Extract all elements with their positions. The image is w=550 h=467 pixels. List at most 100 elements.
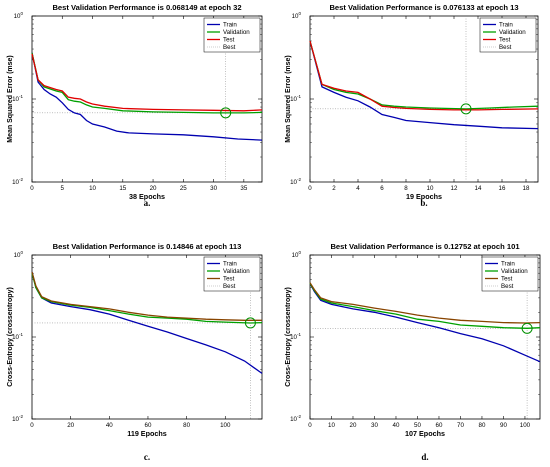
series-line-train <box>31 52 263 141</box>
legend-label-validation: Validation <box>499 29 526 36</box>
chart-title: Best Validation Performance is 0.068149 … <box>52 3 241 12</box>
x-tick-label: 10 <box>328 422 335 429</box>
x-tick-label: 70 <box>457 422 464 429</box>
y-tick-label: 10-1 <box>12 332 23 341</box>
x-tick-label: 100 <box>220 422 231 429</box>
best-marker <box>244 317 256 329</box>
x-tick-label: 60 <box>436 422 443 429</box>
series-line-validation <box>309 40 539 110</box>
x-tick-label: 6 <box>380 185 384 192</box>
y-tick-label: 10-1 <box>290 332 301 341</box>
x-axis-label: 107 Epochs <box>405 429 445 438</box>
x-tick-label: 20 <box>150 185 157 192</box>
x-tick-label: 80 <box>479 422 486 429</box>
x-tick-label: 12 <box>451 185 458 192</box>
y-tick-base: 10 <box>12 179 19 186</box>
x-tick-label: 25 <box>180 185 187 192</box>
series-line-train <box>309 283 541 363</box>
x-tick-label: 5 <box>61 185 65 192</box>
series-line-test <box>309 282 541 324</box>
y-tick-label: 10-2 <box>12 414 23 423</box>
legend-label-validation: Validation <box>501 268 528 275</box>
x-tick-label: 16 <box>499 185 506 192</box>
panel-letter: c. <box>144 452 150 462</box>
legend-box <box>203 17 261 53</box>
best-marker <box>521 322 533 334</box>
y-tick-base: 10 <box>14 252 21 259</box>
x-tick-label: 10 <box>427 185 434 192</box>
x-tick-label: 30 <box>210 185 217 192</box>
series-line-validation <box>309 283 541 329</box>
chart-panel-3: Best Validation Performance is 0.14846 a… <box>7 242 263 462</box>
x-tick-label: 4 <box>356 185 360 192</box>
x-tick-label: 80 <box>183 422 190 429</box>
legend-label-best: Best <box>501 283 514 290</box>
y-tick-exponent: -2 <box>19 177 23 182</box>
series-line-validation <box>31 273 263 324</box>
y-tick-exponent: -2 <box>19 414 23 419</box>
legend-label-best: Best <box>499 44 512 51</box>
best-marker <box>220 107 232 119</box>
x-tick-label: 10 <box>89 185 96 192</box>
legend-label-best: Best <box>223 44 236 51</box>
x-tick-label: 100 <box>520 422 531 429</box>
y-tick-base: 10 <box>292 252 299 259</box>
x-tick-label: 15 <box>119 185 126 192</box>
y-axis-label: Cross-Entropy (crossentropy) <box>7 287 14 387</box>
series-line-test <box>309 40 539 111</box>
legend-label-test: Test <box>499 37 511 44</box>
y-axis-label: Mean Squared Error (mse) <box>7 55 14 143</box>
y-tick-exponent: 0 <box>298 11 301 16</box>
chart-title: Best Validation Performance is 0.12752 a… <box>330 242 520 251</box>
x-tick-label: 35 <box>240 185 247 192</box>
x-axis-label: 19 Epochs <box>406 192 442 201</box>
legend-label-test: Test <box>223 276 235 283</box>
legend-label-test: Test <box>501 276 513 283</box>
y-tick-exponent: 0 <box>20 250 23 255</box>
y-tick-exponent: 0 <box>298 250 301 255</box>
y-tick-exponent: -2 <box>297 414 301 419</box>
series-line-test <box>31 53 263 112</box>
chart-panel-2: Best Validation Performance is 0.076133 … <box>285 3 539 208</box>
chart-panel-1: Best Validation Performance is 0.068149 … <box>7 3 263 208</box>
x-tick-label: 8 <box>404 185 408 192</box>
legend-box <box>481 256 539 292</box>
y-tick-exponent: -1 <box>19 332 23 337</box>
y-tick-base: 10 <box>12 96 19 103</box>
y-tick-base: 10 <box>290 334 297 341</box>
x-tick-label: 40 <box>393 422 400 429</box>
legend-label-train: Train <box>223 261 237 268</box>
x-axis-label: 119 Epochs <box>127 429 167 438</box>
x-tick-label: 90 <box>500 422 507 429</box>
chart-panel-4: Best Validation Performance is 0.12752 a… <box>285 242 541 462</box>
legend-box <box>479 17 537 53</box>
series-line-validation <box>31 52 263 114</box>
y-tick-base: 10 <box>12 334 19 341</box>
y-tick-base: 10 <box>290 96 297 103</box>
y-tick-label: 100 <box>14 11 24 20</box>
legend-label-train: Train <box>501 261 515 268</box>
series-line-train <box>309 40 539 130</box>
y-tick-label: 10-2 <box>12 177 23 186</box>
x-tick-label: 30 <box>371 422 378 429</box>
x-tick-label: 40 <box>106 422 113 429</box>
y-tick-base: 10 <box>290 179 297 186</box>
x-axis-label: 38 Epochs <box>129 192 165 201</box>
x-tick-label: 20 <box>67 422 74 429</box>
chart-title: Best Validation Performance is 0.076133 … <box>329 3 518 12</box>
legend-label-best: Best <box>223 283 236 290</box>
legend-box <box>203 256 261 292</box>
y-tick-exponent: 0 <box>20 11 23 16</box>
x-tick-label: 60 <box>145 422 152 429</box>
x-tick-label: 2 <box>332 185 336 192</box>
legend-label-test: Test <box>223 37 235 44</box>
x-tick-label: 20 <box>350 422 357 429</box>
x-tick-label: 0 <box>30 422 34 429</box>
panel-letter: d. <box>421 452 428 462</box>
x-tick-label: 50 <box>414 422 421 429</box>
y-tick-label: 10-2 <box>290 414 301 423</box>
y-tick-label: 100 <box>292 250 302 259</box>
x-tick-label: 0 <box>30 185 34 192</box>
y-tick-label: 10-1 <box>290 94 301 103</box>
